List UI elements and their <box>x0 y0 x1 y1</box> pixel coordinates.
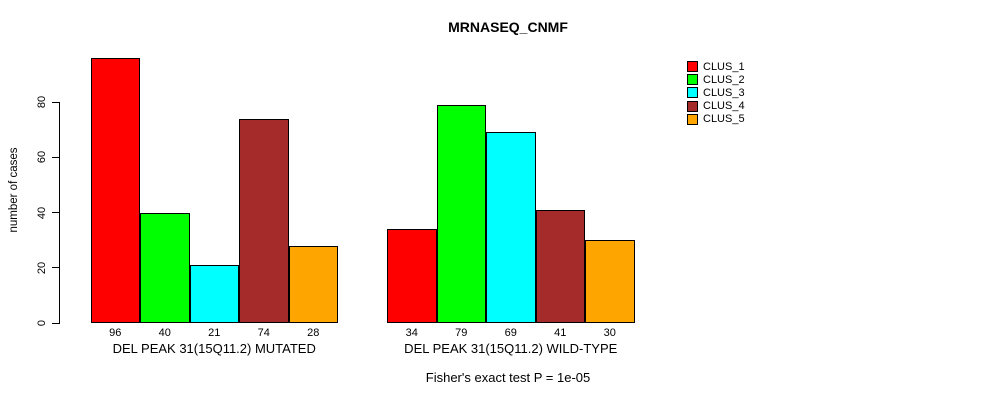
y-tick-label: 80 <box>36 95 48 109</box>
bar-value-label: 40 <box>158 327 171 339</box>
bar-value-label: 30 <box>603 327 616 339</box>
group-label: DEL PEAK 31(15Q11.2) MUTATED <box>112 341 316 356</box>
legend-label: CLUS_4 <box>703 100 745 113</box>
legend-swatch <box>687 74 698 86</box>
bar <box>288 245 338 323</box>
bar-value-label: 41 <box>554 327 567 339</box>
legend-swatch <box>687 61 698 73</box>
legend-item: CLUS_2 <box>687 73 745 86</box>
legend-label: CLUS_5 <box>703 113 745 126</box>
bar-value-label: 69 <box>504 327 517 339</box>
legend-label: CLUS_3 <box>703 86 745 99</box>
group-label: DEL PEAK 31(15Q11.2) WILD-TYPE <box>404 341 618 356</box>
bar <box>90 57 140 323</box>
bar-value-label: 28 <box>307 327 320 339</box>
bar <box>140 212 190 323</box>
y-tick-label: 20 <box>36 261 48 274</box>
legend-swatch <box>687 87 698 99</box>
bar-value-label: 74 <box>257 327 270 339</box>
y-tick-mark <box>52 267 60 269</box>
legend-swatch <box>687 100 698 112</box>
legend-item: CLUS_5 <box>687 113 745 126</box>
bar <box>535 209 585 323</box>
y-tick-mark <box>52 322 60 324</box>
legend-item: CLUS_4 <box>687 100 745 113</box>
bar <box>436 104 486 323</box>
legend-label: CLUS_1 <box>703 60 745 73</box>
bar <box>239 118 289 323</box>
bar-value-label: 96 <box>109 327 122 339</box>
y-tick-mark <box>52 101 60 103</box>
legend-item: CLUS_3 <box>687 86 745 99</box>
fisher-test-caption: Fisher's exact test P = 1e-05 <box>425 370 591 385</box>
legend-label: CLUS_2 <box>703 73 745 86</box>
y-tick-mark <box>52 212 60 213</box>
y-tick-mark <box>52 156 60 158</box>
legend: CLUS_1 CLUS_2 CLUS_3 CLUS_4 CLUS_5 <box>687 60 745 126</box>
y-tick-label: 60 <box>36 151 48 164</box>
bar <box>189 264 239 323</box>
y-tick-label: 40 <box>36 206 48 219</box>
y-tick-label: 0 <box>36 319 48 327</box>
chart-title: MRNASEQ_CNMF <box>448 19 568 35</box>
bar <box>486 132 536 323</box>
legend-swatch <box>687 113 698 125</box>
bar-value-label: 79 <box>455 327 468 339</box>
y-axis-title: number of cases <box>8 147 20 233</box>
bar <box>585 240 635 323</box>
bar <box>387 229 437 323</box>
legend-item: CLUS_1 <box>687 60 745 73</box>
bar-value-label: 21 <box>208 327 221 339</box>
bar-value-label: 34 <box>405 327 418 339</box>
